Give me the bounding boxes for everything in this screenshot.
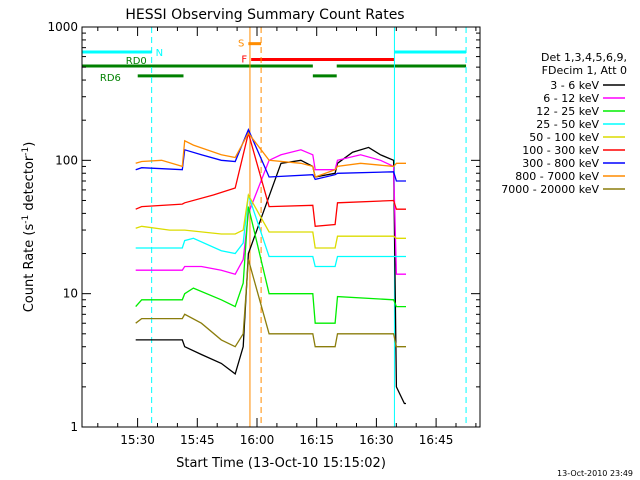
x-axis-ticks: 15:30 15:45 16:00 16:15 16:30 16:45 <box>97 27 477 447</box>
chart-title: HESSI Observing Summary Count Rates <box>125 7 404 23</box>
plot-frame <box>81 26 481 428</box>
legend-label: 7000 - 20000 keV <box>501 183 599 196</box>
flag-label-rd0: RD0 <box>126 56 147 67</box>
series-line-1 <box>135 149 406 275</box>
series-line-4 <box>135 193 406 249</box>
series-line-6 <box>135 127 406 182</box>
flag-label-n: N <box>156 48 163 59</box>
legend: Det 1,3,4,5,6,9,FDecim 1, Att 0 3 - 6 keV… <box>501 51 627 196</box>
x-tick-label: 15:45 <box>180 433 215 447</box>
series-line-7 <box>135 131 406 178</box>
legend-label: 3 - 6 keV <box>550 79 599 92</box>
legend-label: 300 - 800 keV <box>522 157 599 170</box>
y-tick-label: 1000 <box>47 20 78 34</box>
legend-label: 50 - 100 keV <box>529 131 599 144</box>
flag-label-f: F <box>241 55 247 66</box>
series-line-0 <box>135 146 406 405</box>
legend-header: Det 1,3,4,5,6,9, <box>541 51 627 64</box>
flag-label-rd6: RD6 <box>100 73 121 84</box>
x-tick-label: 15:30 <box>120 433 155 447</box>
y-tick-label: 100 <box>55 153 78 167</box>
flag-bars: N RD0 RD6 SF <box>82 39 467 84</box>
x-tick-label: 16:45 <box>419 433 454 447</box>
legend-header: FDecim 1, Att 0 <box>542 64 627 77</box>
y-tick-label: 1 <box>70 420 78 434</box>
x-axis-label: Start Time (13-Oct-10 15:15:02) <box>176 456 386 471</box>
legend-label: 12 - 25 keV <box>536 105 599 118</box>
series-line-8 <box>135 259 406 348</box>
x-tick-label: 16:30 <box>359 433 394 447</box>
y-axis-label: Count Rate (s-1 detector-1) <box>21 142 37 313</box>
legend-label: 100 - 300 keV <box>522 144 599 157</box>
legend-label: 800 - 7000 keV <box>515 170 599 183</box>
x-tick-label: 16:00 <box>240 433 275 447</box>
flag-label-s: S <box>238 39 244 50</box>
legend-label: 6 - 12 keV <box>543 92 599 105</box>
series-line-2 <box>135 206 406 324</box>
legend-label: 25 - 50 keV <box>536 118 599 131</box>
footer-timestamp: 13-Oct-2010 23:49 <box>557 469 633 478</box>
y-tick-label: 10 <box>63 287 78 301</box>
series-line-5 <box>135 130 406 228</box>
x-tick-label: 16:15 <box>299 433 334 447</box>
y-axis-ticks: 1 10 100 1000 <box>47 20 480 434</box>
series-lines <box>135 127 406 405</box>
